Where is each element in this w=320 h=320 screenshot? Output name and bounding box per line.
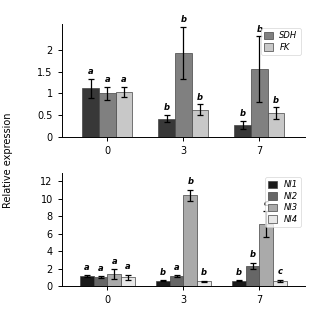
Bar — [108, 274, 121, 286]
Bar — [116, 92, 132, 137]
Bar — [251, 69, 268, 137]
Text: c: c — [277, 268, 283, 276]
Text: b: b — [164, 103, 170, 112]
Bar — [156, 281, 170, 286]
Text: a: a — [125, 262, 131, 271]
Bar — [82, 88, 99, 137]
Text: a: a — [121, 75, 127, 84]
Text: b: b — [273, 96, 279, 105]
Bar — [170, 276, 183, 286]
Bar — [183, 196, 197, 286]
Text: b: b — [256, 25, 262, 34]
Text: a: a — [98, 264, 103, 273]
Bar — [121, 277, 135, 286]
Bar — [232, 281, 246, 286]
Bar — [260, 224, 273, 286]
Text: a: a — [174, 263, 180, 272]
Bar — [80, 276, 94, 286]
Text: b: b — [250, 251, 256, 260]
Text: b: b — [187, 177, 193, 186]
Text: a: a — [105, 75, 110, 84]
Text: b: b — [180, 15, 187, 24]
Text: a: a — [88, 67, 93, 76]
Text: b: b — [201, 268, 207, 277]
Bar — [94, 277, 108, 286]
Text: b: b — [160, 268, 166, 277]
Bar — [234, 125, 251, 137]
Text: b: b — [197, 92, 203, 101]
Bar — [268, 113, 284, 137]
Bar — [273, 281, 287, 286]
Text: b: b — [236, 268, 242, 277]
Text: a: a — [84, 263, 90, 272]
Text: a: a — [111, 257, 117, 266]
Bar — [197, 281, 211, 286]
Bar — [99, 93, 116, 137]
Text: b: b — [240, 109, 246, 118]
Bar — [158, 119, 175, 137]
Text: Relative expression: Relative expression — [3, 112, 13, 208]
Legend: SDH, FK: SDH, FK — [261, 28, 301, 55]
Legend: NI1, NI2, NI3, NI4: NI1, NI2, NI3, NI4 — [265, 177, 301, 227]
Bar — [192, 109, 209, 137]
Bar — [246, 266, 260, 286]
Bar — [175, 53, 192, 137]
Text: c: c — [264, 199, 269, 208]
